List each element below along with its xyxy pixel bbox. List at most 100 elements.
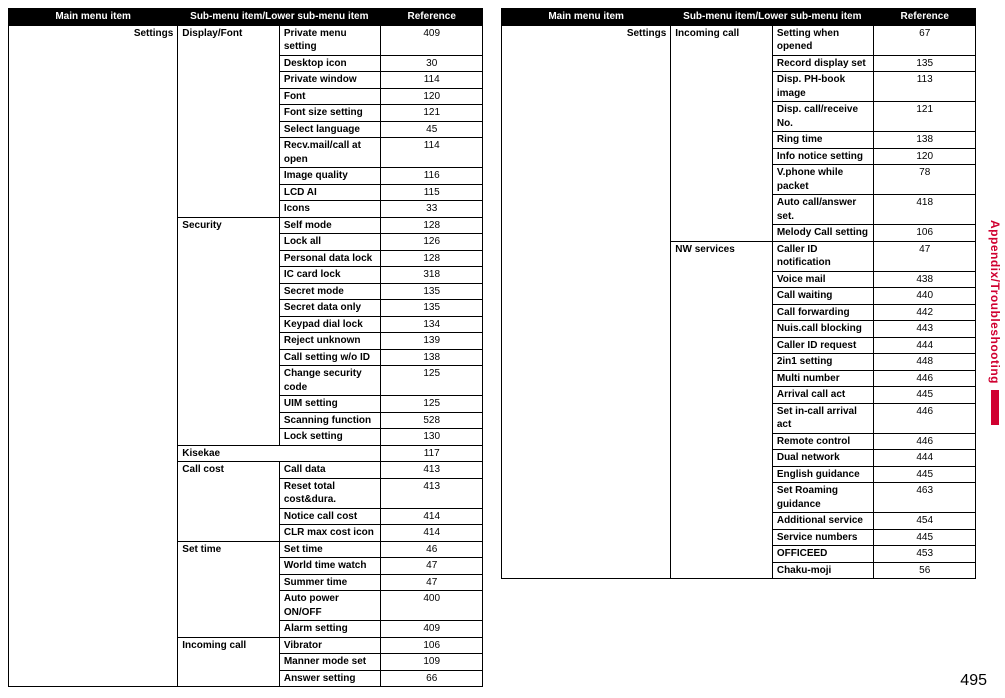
header-main: Main menu item: [502, 9, 671, 26]
left-table-container: Main menu item Sub-menu item/Lower sub-m…: [8, 8, 483, 687]
lower-sub-cell: Caller ID request: [772, 337, 874, 354]
reference-cell: 130: [381, 429, 483, 446]
reference-cell: 414: [381, 508, 483, 525]
lower-sub-cell: Private menu setting: [279, 25, 381, 55]
page-container: Main menu item Sub-menu item/Lower sub-m…: [0, 0, 1005, 687]
lower-sub-cell: Lock setting: [279, 429, 381, 446]
reference-cell: 106: [874, 225, 976, 242]
reference-cell: 115: [381, 184, 483, 201]
lower-sub-cell: IC card lock: [279, 267, 381, 284]
reference-cell: 106: [381, 637, 483, 654]
reference-cell: 400: [381, 591, 483, 621]
page-number: 495: [960, 672, 987, 690]
reference-cell: 446: [874, 403, 976, 433]
reference-cell: 128: [381, 217, 483, 234]
lower-sub-cell: Nuis.call blocking: [772, 321, 874, 338]
lower-sub-cell: Notice call cost: [279, 508, 381, 525]
reference-cell: 446: [874, 370, 976, 387]
reference-cell: 409: [381, 621, 483, 638]
lower-sub-cell: Set time: [279, 541, 381, 558]
reference-cell: 453: [874, 546, 976, 563]
lower-sub-cell: Lock all: [279, 234, 381, 251]
lower-sub-cell: Desktop icon: [279, 55, 381, 72]
sub-cell: Kisekae: [178, 445, 381, 462]
reference-cell: 121: [874, 102, 976, 132]
lower-sub-cell: Vibrator: [279, 637, 381, 654]
reference-cell: 438: [874, 271, 976, 288]
reference-cell: 445: [874, 387, 976, 404]
reference-cell: 440: [874, 288, 976, 305]
reference-cell: 138: [381, 349, 483, 366]
lower-sub-cell: Personal data lock: [279, 250, 381, 267]
reference-cell: 442: [874, 304, 976, 321]
reference-cell: 67: [874, 25, 976, 55]
reference-cell: 454: [874, 513, 976, 530]
lower-sub-cell: Set in-call arrival act: [772, 403, 874, 433]
right-table: Main menu item Sub-menu item/Lower sub-m…: [501, 8, 976, 579]
header-ref: Reference: [381, 9, 483, 26]
lower-sub-cell: Reset total cost&dura.: [279, 478, 381, 508]
header-ref: Reference: [874, 9, 976, 26]
lower-sub-cell: Additional service: [772, 513, 874, 530]
reference-cell: 33: [381, 201, 483, 218]
reference-cell: 463: [874, 483, 976, 513]
reference-cell: 45: [381, 121, 483, 138]
lower-sub-cell: Icons: [279, 201, 381, 218]
side-tab-bar: [991, 390, 999, 425]
reference-cell: 125: [381, 396, 483, 413]
lower-sub-cell: Summer time: [279, 574, 381, 591]
lower-sub-cell: Call forwarding: [772, 304, 874, 321]
reference-cell: 444: [874, 337, 976, 354]
reference-cell: 47: [381, 558, 483, 575]
sub-cell: Display/Font: [178, 25, 280, 217]
lower-sub-cell: Disp. PH-book image: [772, 72, 874, 102]
sub-cell: Incoming call: [671, 25, 773, 241]
reference-cell: 414: [381, 525, 483, 542]
reference-cell: 47: [874, 241, 976, 271]
reference-cell: 413: [381, 462, 483, 479]
side-tab: Appendix/Troubleshooting: [988, 220, 1002, 425]
lower-sub-cell: Caller ID notification: [772, 241, 874, 271]
reference-cell: 445: [874, 466, 976, 483]
lower-sub-cell: Alarm setting: [279, 621, 381, 638]
lower-sub-cell: Secret mode: [279, 283, 381, 300]
lower-sub-cell: Self mode: [279, 217, 381, 234]
reference-cell: 134: [381, 316, 483, 333]
lower-sub-cell: Multi number: [772, 370, 874, 387]
reference-cell: 117: [381, 445, 483, 462]
header-main: Main menu item: [9, 9, 178, 26]
reference-cell: 78: [874, 165, 976, 195]
lower-sub-cell: Info notice setting: [772, 148, 874, 165]
lower-sub-cell: Private window: [279, 72, 381, 89]
reference-cell: 318: [381, 267, 483, 284]
reference-cell: 135: [874, 55, 976, 72]
lower-sub-cell: Record display set: [772, 55, 874, 72]
lower-sub-cell: Scanning function: [279, 412, 381, 429]
reference-cell: 126: [381, 234, 483, 251]
lower-sub-cell: Voice mail: [772, 271, 874, 288]
lower-sub-cell: UIM setting: [279, 396, 381, 413]
main-cell: Settings: [502, 25, 671, 579]
reference-cell: 121: [381, 105, 483, 122]
lower-sub-cell: Arrival call act: [772, 387, 874, 404]
table-row: SettingsDisplay/FontPrivate menu setting…: [9, 25, 483, 55]
reference-cell: 135: [381, 283, 483, 300]
lower-sub-cell: Service numbers: [772, 529, 874, 546]
side-label: Appendix/Troubleshooting: [988, 220, 1002, 384]
header-sub: Sub-menu item/Lower sub-menu item: [671, 9, 874, 26]
reference-cell: 409: [381, 25, 483, 55]
reference-cell: 446: [874, 433, 976, 450]
reference-cell: 113: [874, 72, 976, 102]
lower-sub-cell: Remote control: [772, 433, 874, 450]
reference-cell: 418: [874, 195, 976, 225]
lower-sub-cell: Secret data only: [279, 300, 381, 317]
reference-cell: 47: [381, 574, 483, 591]
lower-sub-cell: Setting when opened: [772, 25, 874, 55]
lower-sub-cell: LCD AI: [279, 184, 381, 201]
lower-sub-cell: Font: [279, 88, 381, 105]
reference-cell: 443: [874, 321, 976, 338]
reference-cell: 30: [381, 55, 483, 72]
lower-sub-cell: Ring time: [772, 132, 874, 149]
reference-cell: 56: [874, 562, 976, 579]
left-table-head: Main menu item Sub-menu item/Lower sub-m…: [9, 9, 483, 26]
